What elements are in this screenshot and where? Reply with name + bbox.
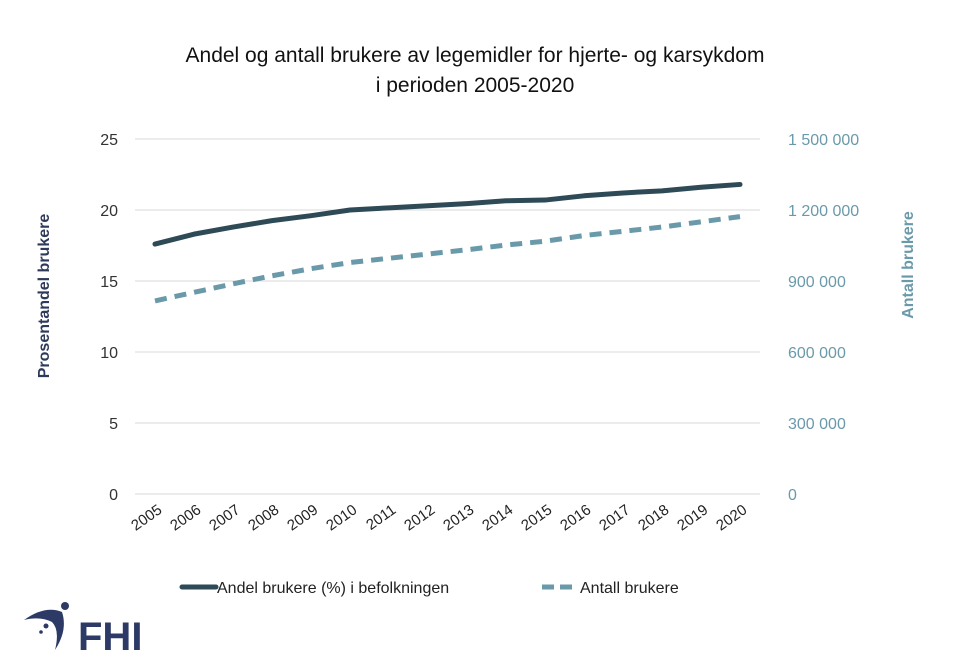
x-tick-label: 2008 [245, 501, 282, 534]
y-tick-left: 5 [109, 416, 118, 433]
x-tick-label: 2020 [713, 501, 750, 534]
y-axis-left-label: Prosentandel brukere [36, 214, 53, 379]
fhi-logo: FHI [24, 602, 142, 659]
x-tick-label: 2015 [518, 501, 555, 534]
x-tick-label: 2018 [635, 501, 672, 534]
legend-label-andel: Andel brukere (%) i befolkningen [217, 580, 449, 597]
y-tick-right: 900 000 [788, 274, 846, 291]
chart-title-line2: i perioden 2005-2020 [376, 74, 575, 97]
x-tick-label: 2013 [440, 501, 477, 534]
y-tick-left: 25 [100, 132, 118, 149]
y-tick-right: 0 [788, 487, 797, 504]
legend: Andel brukere (%) i befolkningen Antall … [179, 580, 679, 597]
y-tick-right: 300 000 [788, 416, 846, 433]
y-axis-right-label: Antall brukere [900, 211, 917, 319]
x-tick-label: 2012 [401, 501, 438, 534]
series-line-0 [152, 181, 743, 247]
x-tick-label: 2007 [206, 501, 243, 534]
fhi-logo-icon [24, 609, 64, 650]
y-tick-right: 1 200 000 [788, 203, 859, 220]
y-tick-right: 600 000 [788, 345, 846, 362]
x-tick-label: 2019 [674, 501, 711, 534]
chart-title-line1: Andel og antall brukere av legemidler fo… [186, 44, 765, 67]
y-tick-left: 0 [109, 487, 118, 504]
x-tick-label: 2006 [167, 501, 204, 534]
x-tick-label: 2009 [284, 501, 321, 534]
series-line-1 [154, 214, 741, 304]
y-tick-left: 15 [100, 274, 118, 291]
x-tick-label: 2011 [363, 501, 399, 533]
y-tick-left: 20 [100, 203, 118, 220]
legend-label-antall: Antall brukere [580, 580, 679, 597]
x-tick-label: 2017 [596, 501, 633, 534]
x-tick-label: 2005 [128, 501, 165, 534]
fhi-logo-text: FHI [78, 615, 142, 659]
y-tick-left: 10 [100, 345, 118, 362]
x-tick-label: 2014 [479, 501, 516, 534]
y-tick-right: 1 500 000 [788, 132, 859, 149]
x-tick-label: 2010 [323, 501, 360, 534]
x-tick-label: 2016 [557, 501, 594, 534]
